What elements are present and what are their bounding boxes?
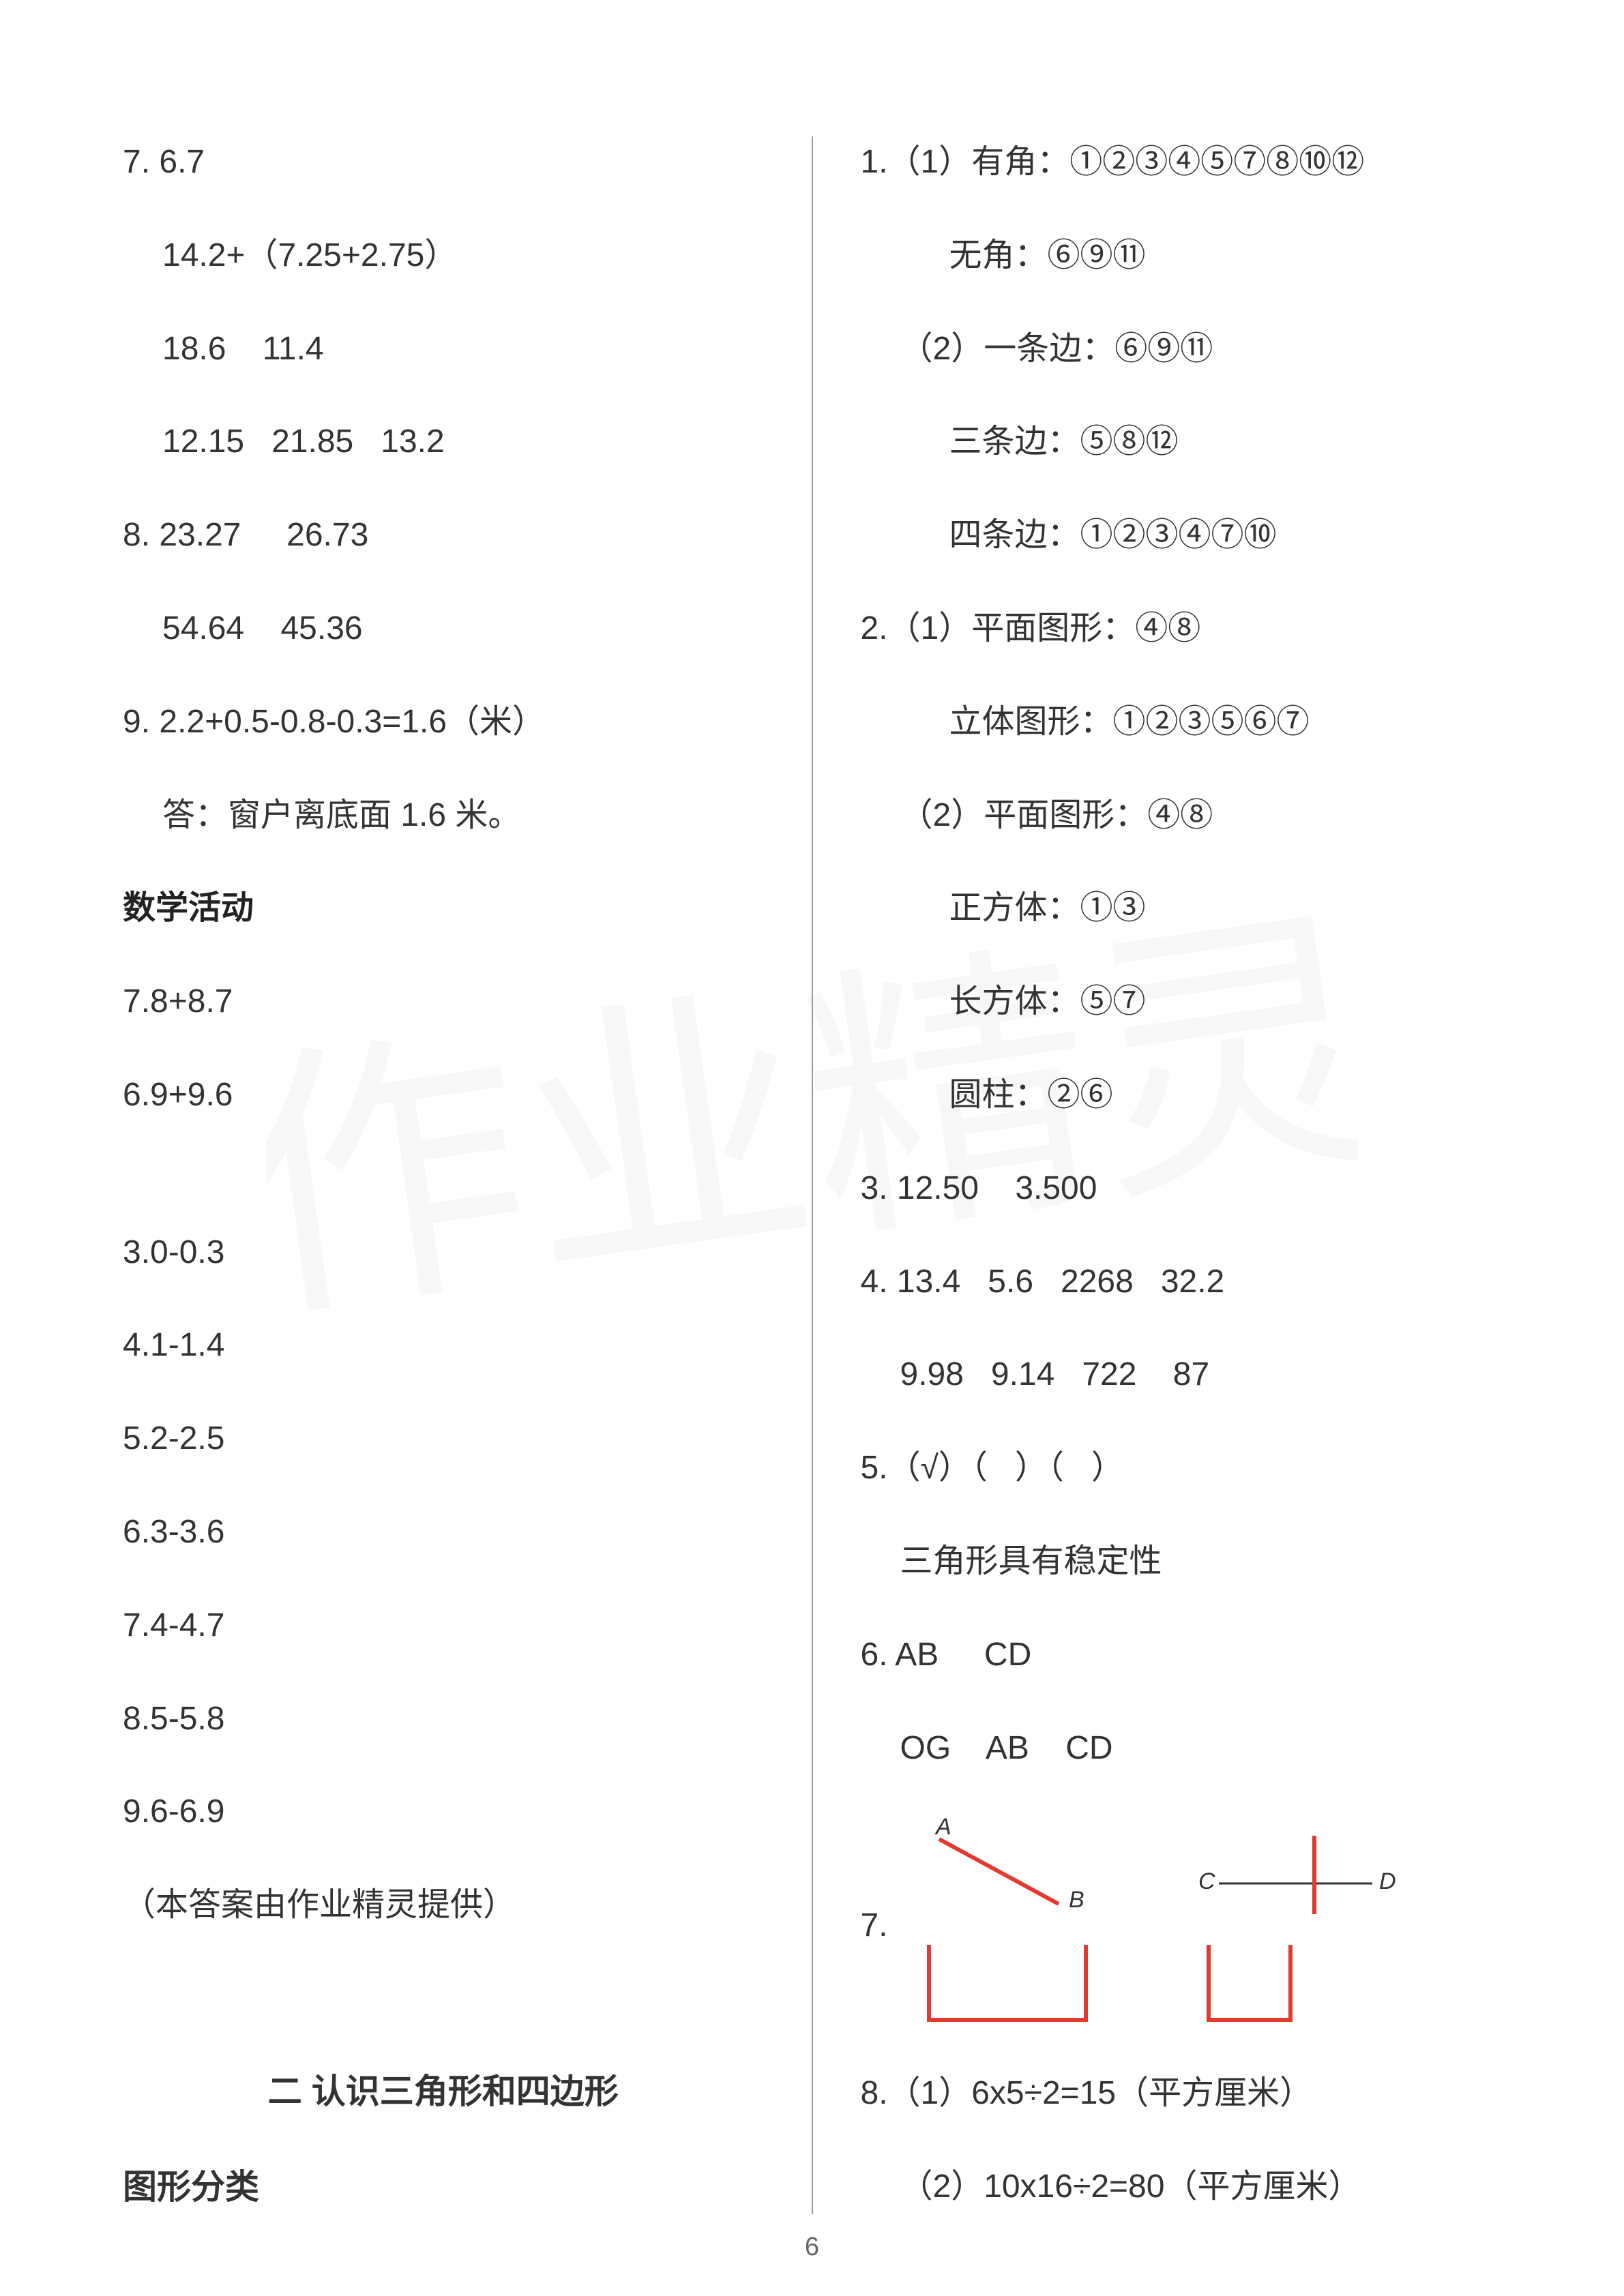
figure-open-rect-right [1195,1938,1304,2027]
r-q1-2b: 三条边：⑤⑧⑫ [861,416,1502,468]
r-q8a: 8.（1）6x5÷2=15（平方厘米） [861,2068,1502,2120]
r-q7-container: 7. A B C D [861,1815,1502,2027]
act-1: 7.8+8.7 [123,976,764,1028]
act-7: 7.4-4.7 [123,1600,764,1652]
q9-expr: 9. 2.2+0.5-0.8-0.3=1.6（米） [123,696,764,749]
act-5: 5.2-2.5 [123,1413,764,1465]
act-6: 6.3-3.6 [123,1506,764,1559]
r-q5: 5.（√）（ ）（ ） [861,1442,1502,1495]
r-q1-noangle: 无角：⑥⑨⑪ [861,230,1502,282]
r-q7-label: 7. [861,1900,888,2027]
label-a: A [934,1815,951,1840]
r-q4b: 9.98 9.14 722 87 [861,1349,1502,1401]
act-4: 4.1-1.4 [123,1320,764,1372]
act-9: 9.6-6.9 [123,1786,764,1838]
q8-row2: 54.64 45.36 [123,603,764,655]
label-b: B [1069,1887,1084,1913]
r-q2-cube: 正方体：①③ [861,882,1502,935]
r-q2-1b: 立体图形：①②③⑤⑥⑦ [861,696,1502,749]
r-q1-2a: （2）一条边：⑥⑨⑪ [861,323,1502,376]
q7-first: 7. 6.7 [123,136,764,189]
left-column: 7. 6.7 14.2+（7.25+2.75） 18.6 11.4 12.15 … [123,136,812,2214]
spacer-2 [123,1973,764,1996]
section-title: 二 认识三角形和四边形 [123,2064,764,2119]
r-q2-cyl: 圆柱：②⑥ [861,1069,1502,1122]
r-q2-1: 2.（1）平面图形：④⑧ [861,603,1502,655]
q7-row-top: A B C D [915,1815,1501,1918]
label-c: C [1198,1868,1215,1894]
r-q6b: OG AB CD [861,1723,1502,1775]
sub-title-shapes: 图形分类 [123,2160,764,2214]
r-q2-2: （2）平面图形：④⑧ [861,790,1502,842]
r-q4a: 4. 13.4 5.6 2268 32.2 [861,1256,1502,1309]
figure-segment-cd: C D [1195,1815,1400,1918]
right-column: 1.（1）有角：①②③④⑤⑦⑧⑩⑫ 无角：⑥⑨⑪ （2）一条边：⑥⑨⑪ 三条边：… [813,136,1502,2214]
q7-row3: 12.15 21.85 13.2 [123,416,764,468]
act-2: 6.9+9.6 [123,1069,764,1122]
q9-answer: 答：窗户离底面 1.6 米。 [123,790,764,842]
spacer [123,1163,764,1186]
q7-figures: A B C D [915,1815,1501,2027]
q7-row-bottom [915,1938,1501,2027]
page-container: 7. 6.7 14.2+（7.25+2.75） 18.6 11.4 12.15 … [0,0,1624,2296]
act-8: 8.5-5.8 [123,1693,764,1746]
r-q3: 3. 12.50 3.500 [861,1163,1502,1215]
heading-math-activity: 数学活动 [123,882,764,935]
r-q1-1: 1.（1）有角：①②③④⑤⑦⑧⑩⑫ [861,136,1502,189]
r-q8b: （2）10x16÷2=80（平方厘米） [861,2161,1502,2213]
credit-line: （本答案由作业精灵提供） [123,1879,764,1932]
r-q1-2c: 四条边：①②③④⑦⑩ [861,509,1502,562]
label-d: D [1379,1868,1396,1894]
figure-open-rect-left [915,1938,1099,2027]
act-3: 3.0-0.3 [123,1227,764,1279]
figure-segment-ab: A B [915,1815,1099,1918]
q7-expr: 14.2+（7.25+2.75） [123,230,764,282]
q7-row2: 18.6 11.4 [123,323,764,376]
r-q6a: 6. AB CD [861,1629,1502,1682]
r-q5-reason: 三角形具有稳定性 [861,1536,1502,1588]
r-q2-cuboid: 长方体：⑤⑦ [861,976,1502,1028]
q8-row1: 8. 23.27 26.73 [123,509,764,562]
